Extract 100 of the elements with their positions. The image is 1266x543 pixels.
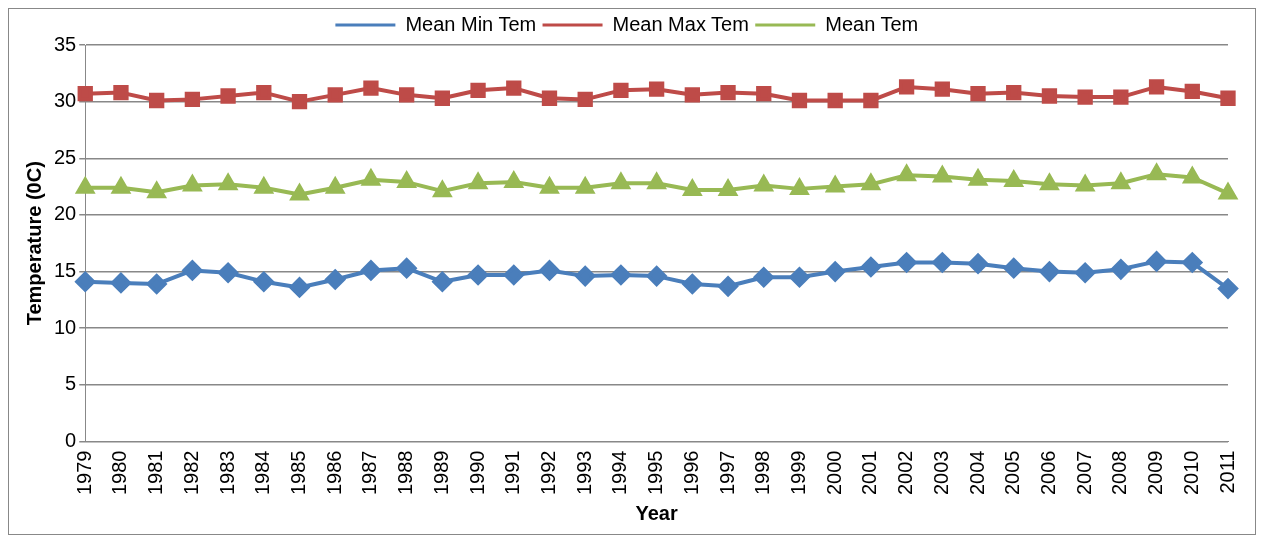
point [1148, 79, 1165, 95]
x-tick-label: 1990 [465, 450, 488, 496]
point [506, 80, 522, 96]
x-tick-label: 2001 [858, 450, 881, 496]
point [1004, 170, 1023, 187]
point [897, 165, 916, 182]
point [1040, 174, 1059, 191]
x-tick-label: 1982 [179, 450, 202, 496]
point [1110, 259, 1131, 280]
point [291, 93, 308, 110]
point [75, 271, 96, 292]
point [1075, 262, 1096, 283]
x-tick-label: 1985 [287, 450, 310, 496]
point [1111, 173, 1130, 190]
point [183, 175, 202, 192]
point [539, 260, 560, 281]
point [149, 92, 165, 109]
x-tick-label: 2008 [1108, 450, 1131, 496]
x-tick-label: 1988 [394, 450, 417, 496]
point [289, 277, 310, 298]
point [220, 88, 236, 104]
x-tick-label: 1987 [358, 450, 381, 496]
point [1182, 252, 1203, 273]
y-tick-label: 30 [54, 89, 77, 112]
x-tick-label: 1997 [715, 450, 738, 496]
x-tick-label: 2005 [1001, 450, 1024, 496]
x-tick-label: 2000 [822, 450, 845, 496]
point [577, 91, 593, 108]
x-tick-label: 1986 [322, 450, 345, 496]
point [648, 81, 665, 97]
x-tick-label: 1979 [72, 450, 95, 496]
x-tick-label: 1996 [679, 450, 702, 496]
x-tick-label: 2010 [1179, 450, 1202, 496]
point [434, 90, 451, 106]
y-tick-label: 35 [54, 32, 77, 55]
point [790, 178, 809, 195]
point [1184, 83, 1200, 100]
point [683, 180, 702, 197]
point [256, 84, 272, 101]
point [898, 79, 915, 95]
point [77, 86, 93, 102]
point [397, 172, 416, 189]
point [503, 264, 524, 285]
x-tick-label: 1984 [251, 450, 274, 496]
point [1113, 89, 1129, 105]
point [789, 267, 810, 288]
point [218, 262, 239, 283]
point [1147, 164, 1166, 181]
point [327, 87, 343, 103]
point [1039, 261, 1060, 282]
legend-label: Mean Max Tem [612, 12, 749, 35]
point [1041, 88, 1058, 104]
x-tick-label: 2002 [894, 450, 917, 496]
point [113, 84, 129, 101]
point [1146, 251, 1167, 272]
y-axis-title: Temperature (0C) [22, 161, 45, 326]
point [969, 169, 987, 186]
point [647, 173, 666, 190]
point [363, 80, 379, 96]
y-tick-label: 20 [54, 202, 77, 225]
point [896, 252, 917, 273]
x-tick-label: 2004 [965, 450, 988, 496]
x-tick-label: 1989 [429, 450, 452, 496]
point [147, 182, 166, 199]
point [968, 253, 989, 274]
point [1218, 278, 1238, 299]
x-tick-label: 1991 [501, 450, 524, 496]
point [1220, 90, 1236, 106]
point [970, 86, 986, 102]
point [754, 175, 773, 192]
point [610, 264, 631, 285]
point [646, 266, 667, 287]
y-tick-label: 0 [65, 429, 77, 452]
point [682, 274, 703, 295]
legend-label: Mean Tem [825, 12, 919, 35]
point [360, 260, 381, 281]
x-tick-label: 1999 [786, 450, 809, 496]
x-tick-label: 1992 [537, 450, 560, 496]
point [219, 174, 238, 191]
y-tick-label: 5 [65, 372, 77, 395]
point [720, 84, 736, 101]
y-tick-label: 25 [54, 145, 77, 168]
point [791, 92, 808, 109]
point [613, 82, 629, 98]
x-tick-label: 2007 [1072, 450, 1095, 496]
point [1006, 84, 1022, 101]
point [253, 271, 274, 292]
point [933, 166, 952, 183]
x-tick-label: 1993 [572, 450, 595, 496]
point [398, 87, 415, 103]
point [433, 181, 452, 198]
point [611, 173, 630, 190]
point [756, 86, 772, 102]
point [182, 260, 203, 281]
point [325, 269, 346, 290]
x-tick-label: 2006 [1036, 450, 1059, 496]
point [146, 274, 167, 295]
point [468, 264, 489, 285]
y-tick-label: 15 [54, 259, 77, 282]
point [1003, 258, 1024, 279]
